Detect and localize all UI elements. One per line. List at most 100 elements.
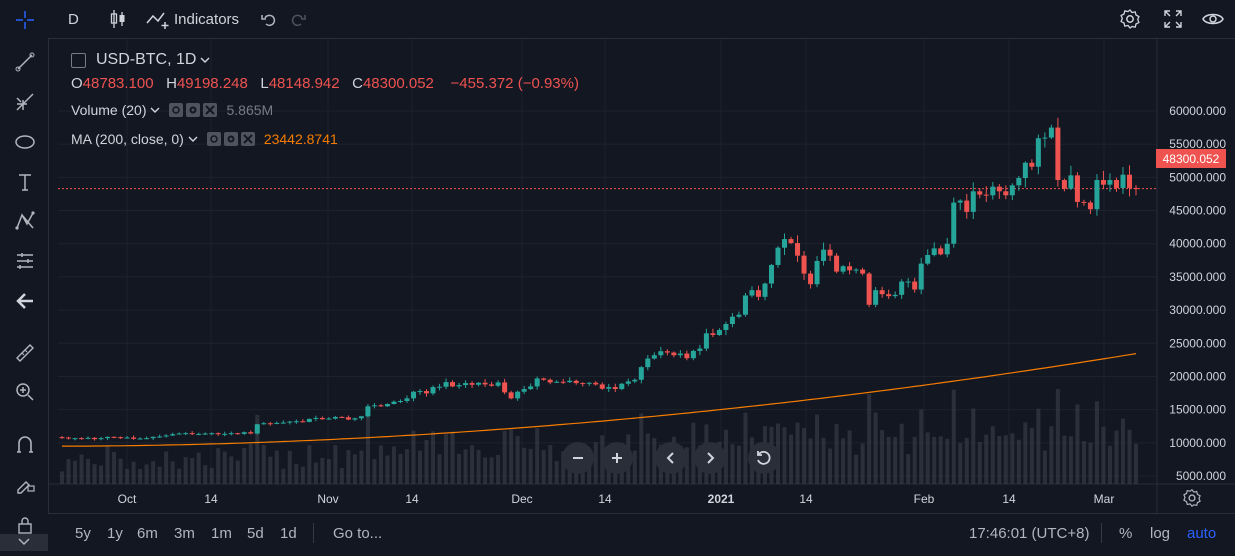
- volume-indicator-label[interactable]: Volume (20): [71, 102, 147, 118]
- percent-toggle[interactable]: %: [1119, 514, 1132, 552]
- volume-bar: [255, 414, 260, 484]
- volume-bar: [932, 436, 937, 484]
- trend-line-icon[interactable]: [12, 49, 38, 75]
- volume-bar: [268, 456, 273, 484]
- volume-bar: [1029, 428, 1034, 484]
- volume-bar: [1120, 418, 1125, 484]
- candle-body: [280, 422, 286, 424]
- y-tick-label: 5000.000: [1176, 469, 1226, 483]
- candle: [990, 182, 996, 200]
- candle-body: [469, 383, 475, 385]
- reset-icon: [757, 450, 771, 465]
- close-icon[interactable]: [240, 132, 255, 146]
- log-toggle[interactable]: log: [1150, 514, 1170, 552]
- gear-icon[interactable]: [186, 103, 201, 117]
- candle-body: [267, 423, 273, 425]
- chevron-down-icon[interactable]: [187, 134, 199, 144]
- volume-bar: [1088, 442, 1093, 484]
- candle-body: [834, 255, 840, 272]
- candle: [1074, 172, 1080, 208]
- text-tool-icon[interactable]: [12, 169, 38, 195]
- chevron-down-icon[interactable]: [149, 105, 161, 115]
- chevron-down-icon[interactable]: [199, 55, 211, 65]
- candles-style-icon[interactable]: [108, 0, 128, 38]
- toolbar-expand[interactable]: [0, 534, 48, 551]
- candle-body: [1094, 180, 1100, 210]
- x-tick-label: 14: [1002, 492, 1016, 506]
- volume-bar: [593, 442, 598, 484]
- candle: [463, 380, 469, 389]
- close-icon[interactable]: [203, 103, 218, 117]
- candle: [866, 271, 872, 308]
- volume-bar: [287, 450, 292, 484]
- axis-settings-gear-icon[interactable]: [1182, 488, 1202, 508]
- candle: [118, 436, 124, 439]
- ruler-icon[interactable]: [12, 340, 38, 366]
- range-5d[interactable]: 5d: [247, 514, 264, 552]
- candle: [254, 423, 260, 435]
- y-tick-label: 60000.000: [1169, 104, 1226, 118]
- fullscreen-icon[interactable]: [1163, 0, 1183, 38]
- candle: [384, 403, 390, 407]
- zoom-out-button[interactable]: [562, 442, 594, 474]
- candle: [293, 419, 299, 424]
- interval-button[interactable]: D: [68, 0, 79, 38]
- undo-icon[interactable]: [260, 0, 278, 38]
- candle-body: [124, 437, 130, 439]
- crosshair-icon[interactable]: [12, 7, 38, 33]
- range-5y[interactable]: 5y: [75, 514, 91, 552]
- goto-button[interactable]: Go to...: [333, 514, 382, 552]
- auto-toggle[interactable]: auto: [1187, 514, 1216, 552]
- magnet-icon[interactable]: [12, 432, 38, 458]
- candle: [371, 403, 377, 409]
- lock-icon[interactable]: [12, 512, 38, 538]
- candle: [853, 268, 859, 274]
- candle: [775, 246, 781, 268]
- time-display[interactable]: 17:46:01 (UTC+8): [969, 514, 1089, 552]
- y-tick-label: 15000.000: [1169, 403, 1226, 417]
- eye-icon[interactable]: [206, 132, 221, 146]
- settings-gear-icon[interactable]: [1119, 0, 1141, 38]
- candle-body: [632, 379, 638, 382]
- volume-bar: [385, 455, 390, 484]
- back-arrow-icon[interactable]: [12, 288, 38, 314]
- reset-chart-button[interactable]: [748, 442, 780, 474]
- range-6m[interactable]: 6m: [137, 514, 158, 552]
- collapse-legend-icon[interactable]: [71, 52, 86, 68]
- candle-body: [228, 433, 234, 435]
- eye-icon[interactable]: [169, 103, 184, 117]
- volume-bar: [274, 450, 279, 484]
- candle-body: [131, 437, 137, 439]
- pattern-icon[interactable]: [12, 208, 38, 234]
- range-1d[interactable]: 1d: [280, 514, 297, 552]
- prediction-tool-icon[interactable]: [12, 248, 38, 274]
- range-1y[interactable]: 1y: [107, 514, 123, 552]
- scroll-left-button[interactable]: [655, 442, 687, 474]
- volume-bar: [476, 449, 481, 484]
- candle: [443, 378, 449, 390]
- gear-icon[interactable]: [223, 132, 238, 146]
- scroll-right-button[interactable]: [694, 442, 726, 474]
- symbol-label[interactable]: USD-BTC, 1D: [96, 51, 197, 68]
- candle: [85, 436, 91, 440]
- volume-bar: [300, 466, 305, 484]
- y-tick-label: 50000.000: [1169, 170, 1226, 184]
- zoom-in-button[interactable]: [601, 442, 633, 474]
- fib-retracement-icon[interactable]: [12, 89, 38, 115]
- zoom-in-icon[interactable]: [12, 379, 38, 405]
- candle: [92, 437, 98, 441]
- range-3m[interactable]: 3m: [174, 514, 195, 552]
- redo-icon[interactable]: [289, 0, 307, 38]
- ma-indicator-label[interactable]: MA (200, close, 0): [71, 131, 184, 147]
- range-1m[interactable]: 1m: [211, 514, 232, 552]
- screenshot-eye-icon[interactable]: [1202, 0, 1224, 38]
- auto-label: auto: [1187, 524, 1217, 542]
- ellipse-shape-icon[interactable]: [12, 129, 38, 155]
- indicators-button[interactable]: Indicators: [145, 0, 239, 38]
- candle-body: [476, 382, 482, 385]
- candle: [287, 420, 293, 425]
- lock-drawings-icon[interactable]: [12, 470, 38, 496]
- volume-bar: [554, 461, 559, 484]
- candle-body: [85, 437, 91, 439]
- candle: [183, 432, 189, 436]
